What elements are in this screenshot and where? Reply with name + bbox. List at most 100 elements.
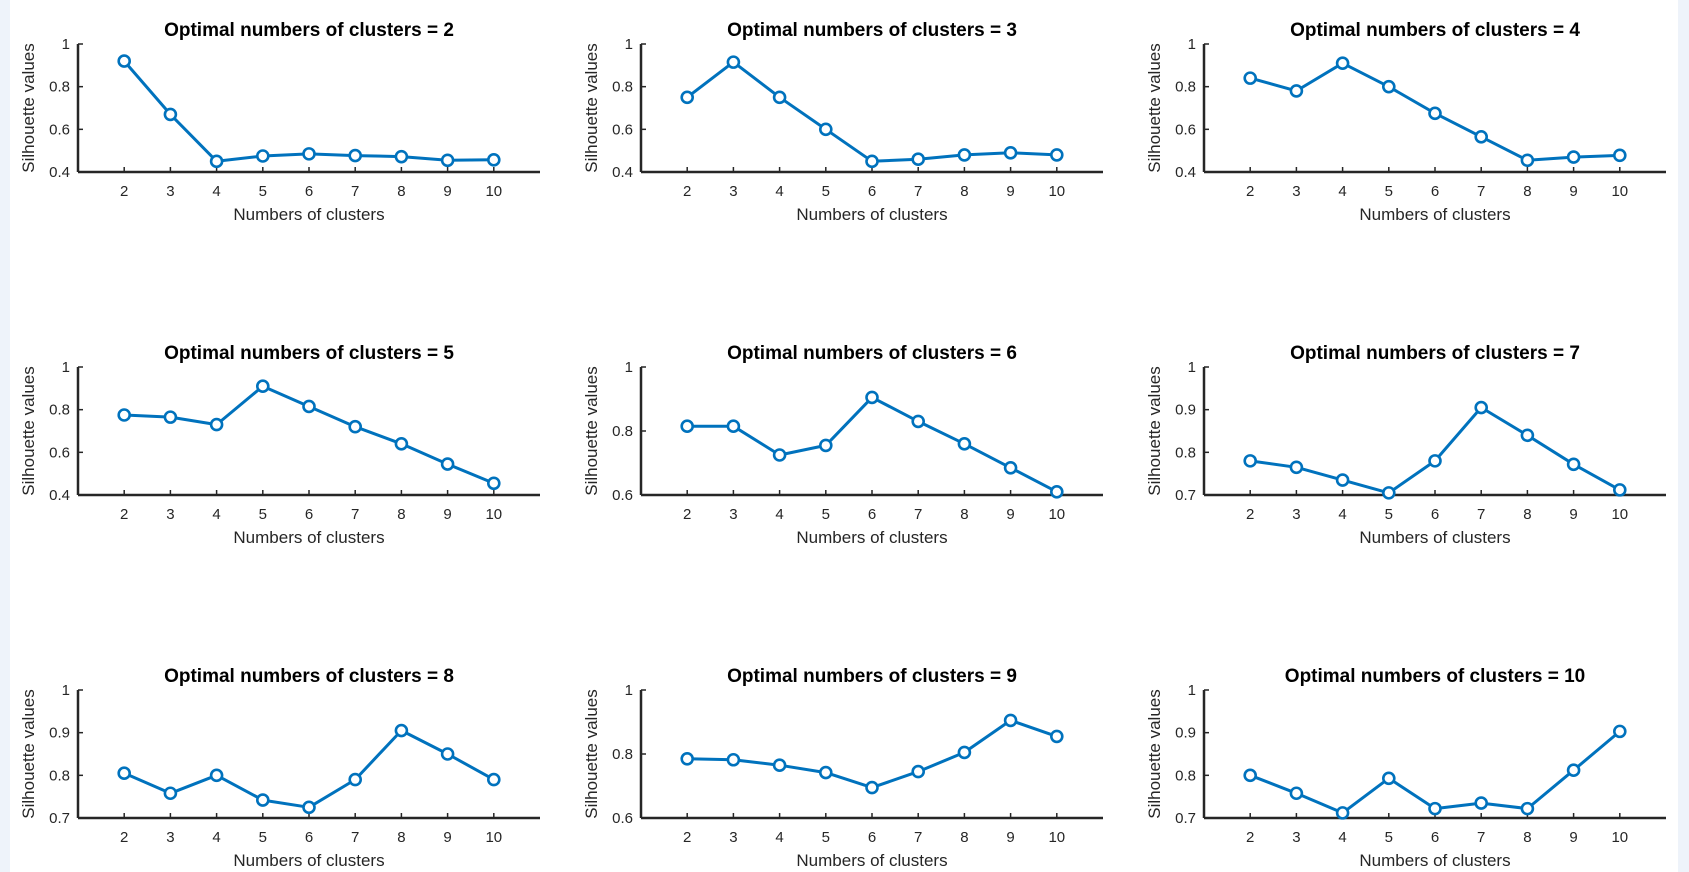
x-tick-label: 7 xyxy=(351,829,359,846)
data-point xyxy=(255,149,270,163)
x-tick-label: 8 xyxy=(960,506,968,523)
y-axis-label: Silhouette values xyxy=(19,366,38,495)
data-point xyxy=(1382,771,1396,786)
x-tick-label: 2 xyxy=(683,829,691,846)
x-axis-label: Numbers of clusters xyxy=(233,205,384,224)
x-tick-label: 8 xyxy=(1523,829,1531,846)
data-point xyxy=(772,758,787,773)
y-tick-label: 0.8 xyxy=(1175,767,1196,784)
data-point xyxy=(117,54,131,68)
x-tick-label: 5 xyxy=(259,829,267,846)
data-point xyxy=(209,768,224,783)
x-axis-label: Numbers of clusters xyxy=(233,528,384,547)
data-point xyxy=(209,154,224,169)
y-tick-label: 0.4 xyxy=(49,164,70,181)
right-margin-strip xyxy=(1678,0,1689,872)
x-tick-label: 6 xyxy=(305,183,313,200)
data-point xyxy=(302,147,316,161)
x-tick-label: 10 xyxy=(1611,506,1628,523)
chart-panel-9: Optimal numbers of clusters = 10 2 3 4 5 6 7 8 9… xyxy=(1145,666,1666,870)
data-point xyxy=(117,766,131,781)
x-tick-label: 7 xyxy=(351,183,359,200)
data-point xyxy=(117,408,131,422)
x-tick-label: 2 xyxy=(683,506,691,523)
y-tick-label: 0.7 xyxy=(1175,487,1196,504)
x-tick-label: 6 xyxy=(868,506,876,523)
x-tick-label: 2 xyxy=(120,183,128,200)
data-point xyxy=(1428,454,1442,468)
x-tick-label: 7 xyxy=(914,829,922,846)
data-point xyxy=(163,107,178,122)
data-point xyxy=(865,154,879,169)
x-tick-label: 3 xyxy=(1292,829,1300,846)
x-tick-label: 3 xyxy=(729,506,737,523)
chart-panel-5: Optimal numbers of clusters = 6 2 3 4 5 6 7 8 9 1… xyxy=(582,343,1103,547)
data-point xyxy=(818,765,833,780)
data-point xyxy=(302,399,316,414)
x-tick-label: 2 xyxy=(120,829,128,846)
data-point xyxy=(1428,801,1442,816)
data-point xyxy=(1050,484,1064,499)
y-tick-label: 0.6 xyxy=(612,121,633,138)
x-tick-label: 9 xyxy=(443,506,451,523)
x-tick-label: 2 xyxy=(120,506,128,523)
data-point xyxy=(348,148,363,163)
x-tick-label: 9 xyxy=(1569,829,1577,846)
data-point xyxy=(957,436,972,451)
x-tick-label: 4 xyxy=(1338,506,1346,523)
chart-title: Optimal numbers of clusters = 9 xyxy=(727,666,1017,687)
data-point xyxy=(1050,148,1064,162)
x-tick-label: 10 xyxy=(485,829,502,846)
x-tick-label: 9 xyxy=(1569,506,1577,523)
y-axis-label: Silhouette values xyxy=(582,366,601,495)
x-tick-label: 6 xyxy=(1431,829,1439,846)
y-tick-label: 1 xyxy=(62,682,70,699)
data-point xyxy=(680,751,695,766)
y-tick-label: 0.4 xyxy=(49,487,70,504)
x-tick-label: 3 xyxy=(166,183,174,200)
x-tick-label: 10 xyxy=(1048,183,1065,200)
x-tick-label: 8 xyxy=(1523,183,1531,200)
x-axis-label: Numbers of clusters xyxy=(1359,205,1510,224)
y-tick-label: 0.9 xyxy=(1175,725,1196,742)
data-point xyxy=(255,379,270,394)
x-tick-label: 9 xyxy=(443,829,451,846)
y-tick-label: 0.8 xyxy=(612,79,633,96)
chart-title: Optimal numbers of clusters = 6 xyxy=(727,343,1017,364)
x-tick-label: 3 xyxy=(1292,506,1300,523)
chart-title: Optimal numbers of clusters = 8 xyxy=(164,666,454,687)
y-axis-label: Silhouette values xyxy=(19,43,38,172)
x-tick-label: 4 xyxy=(1338,829,1346,846)
x-tick-label: 10 xyxy=(485,183,502,200)
chart-title: Optimal numbers of clusters = 7 xyxy=(1290,343,1580,364)
y-tick-label: 0.4 xyxy=(1175,164,1196,181)
x-tick-label: 3 xyxy=(729,829,737,846)
x-tick-label: 8 xyxy=(397,829,405,846)
y-tick-label: 1 xyxy=(625,359,633,376)
data-point xyxy=(911,414,926,429)
data-point xyxy=(1335,56,1350,71)
data-point xyxy=(1335,806,1350,820)
data-point xyxy=(1243,71,1257,85)
x-tick-label: 4 xyxy=(1338,183,1346,200)
y-tick-label: 1 xyxy=(62,359,70,376)
data-point xyxy=(865,780,879,795)
x-tick-label: 9 xyxy=(443,183,451,200)
x-tick-label: 4 xyxy=(775,506,783,523)
data-point xyxy=(486,772,501,787)
x-tick-label: 2 xyxy=(1246,183,1254,200)
x-tick-label: 9 xyxy=(1569,183,1577,200)
x-tick-label: 2 xyxy=(1246,506,1254,523)
data-point xyxy=(726,752,741,767)
data-point xyxy=(772,90,787,105)
x-tick-label: 7 xyxy=(1477,183,1485,200)
y-tick-label: 0.8 xyxy=(49,402,70,419)
data-point xyxy=(394,436,409,451)
x-tick-label: 3 xyxy=(1292,183,1300,200)
chart-panel-1: Optimal numbers of clusters = 2 2 3 4 5 6 7 8 9 1… xyxy=(19,20,540,224)
data-point xyxy=(957,745,972,760)
x-tick-label: 7 xyxy=(1477,829,1485,846)
x-tick-label: 3 xyxy=(729,183,737,200)
data-point xyxy=(1243,454,1257,468)
